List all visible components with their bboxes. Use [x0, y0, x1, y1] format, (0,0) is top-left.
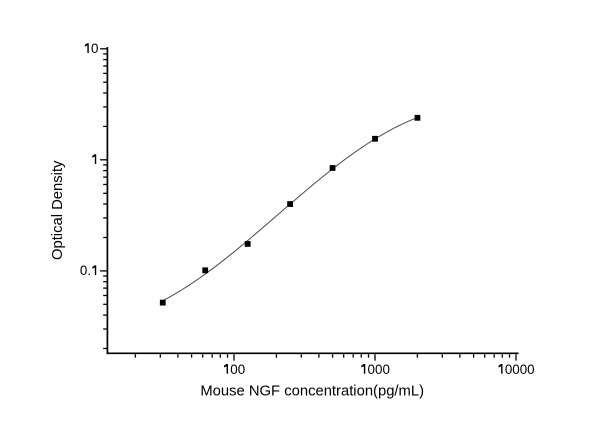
svg-text:000: 000: [368, 362, 390, 377]
svg-text:0.: 0.: [80, 263, 91, 278]
svg-text:0: 0: [91, 41, 98, 56]
svg-text:00: 00: [230, 362, 245, 377]
svg-text:Optical Density: Optical Density: [50, 160, 66, 260]
svg-text:0000: 0000: [505, 362, 535, 377]
svg-text:Mouse NGF concentration(pg/mL): Mouse NGF concentration(pg/mL): [200, 384, 424, 400]
